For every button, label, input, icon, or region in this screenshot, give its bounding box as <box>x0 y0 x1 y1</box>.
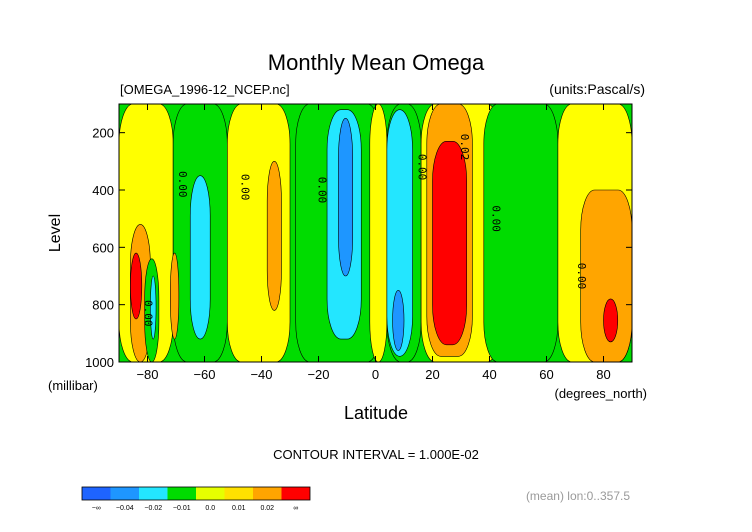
colorbar-frame <box>81 486 311 501</box>
contour-interval-text: CONTOUR INTERVAL = 1.000E-02 <box>273 447 479 462</box>
footer-text: (mean) lon:0..357.5 <box>526 489 630 503</box>
colorbar-tick-label: 0.0 <box>205 505 215 512</box>
y-axis-label: Level <box>47 214 64 252</box>
colorbar: −∞ −0.04 −0.02 −0.01 0.0 0.01 0.02 ∞ <box>81 486 311 512</box>
x-axis-label: Latitude <box>344 403 408 423</box>
file-label: [OMEGA_1996-12_NCEP.nc] <box>120 82 290 97</box>
contour-region-strong_positive <box>130 252 143 320</box>
contour-label: 0.00 <box>239 174 252 201</box>
colorbar-swatch <box>110 487 139 500</box>
contour-region-negative <box>150 275 157 340</box>
contour-label: 0.00 <box>575 263 588 290</box>
colorbar-swatch <box>281 487 310 500</box>
x-tick-label: 80 <box>596 367 610 382</box>
contour-region-positive <box>170 252 180 340</box>
x-axis-units: (degrees_north) <box>555 386 648 401</box>
y-tick-label: 600 <box>92 240 114 255</box>
colorbar-tick-label: −∞ <box>92 505 101 512</box>
contour-plot-area: 0.00 0.00 0.00 0.00 0.02 0.00 0.00 0.00 <box>118 103 633 363</box>
contour-region-negative <box>386 109 413 357</box>
colorbar-tick-label: ∞ <box>293 505 298 512</box>
x-tick-label: −40 <box>250 367 272 382</box>
chart-title: Monthly Mean Omega <box>268 50 485 75</box>
x-tick-label: 20 <box>425 367 439 382</box>
contour-region-strong_positive <box>603 298 619 343</box>
contour-region-strong_negative <box>338 118 354 277</box>
x-axis-ticks: −80 −60 −40 −20 0 20 40 60 80 <box>136 104 611 382</box>
contour-region-negative <box>189 175 211 340</box>
contour-label: 0.00 <box>142 300 155 327</box>
colorbar-swatch <box>253 487 282 500</box>
contour-label: 0.00 <box>415 154 428 181</box>
y-axis-units: (millibar) <box>48 378 98 393</box>
colorbar-swatch <box>196 487 225 500</box>
contour-label: 0.00 <box>316 177 329 204</box>
x-tick-label: −60 <box>193 367 215 382</box>
y-tick-label: 1000 <box>85 355 114 370</box>
x-tick-label: 40 <box>482 367 496 382</box>
y-tick-label: 400 <box>92 183 114 198</box>
colorbar-tick-label: 0.01 <box>232 505 246 512</box>
contour-region-near_zero <box>483 103 559 363</box>
x-tick-label: 60 <box>539 367 553 382</box>
x-tick-label: 0 <box>372 367 379 382</box>
colorbar-tick-label: −0.01 <box>173 505 191 512</box>
colorbar-tick-label: −0.02 <box>144 505 162 512</box>
contour-label: 0.02 <box>458 134 471 161</box>
colorbar-tick-label: 0.02 <box>260 505 274 512</box>
colorbar-swatch <box>224 487 253 500</box>
contour-label: 0.00 <box>176 171 189 198</box>
colorbar-swatch <box>82 487 111 500</box>
colorbar-tick-label: −0.04 <box>116 505 134 512</box>
contour-region-positive <box>266 161 282 311</box>
contour-region-strong_positive <box>432 140 468 346</box>
contour-label: 0.00 <box>489 205 502 232</box>
y-tick-label: 800 <box>92 298 114 313</box>
contour-region-weak_positive <box>369 103 388 363</box>
x-tick-label: −80 <box>136 367 158 382</box>
y-tick-label: 200 <box>92 126 114 141</box>
units-label: (units:Pascal/s) <box>549 81 645 97</box>
colorbar-swatch <box>167 487 196 500</box>
y-axis-ticks: 200 400 600 800 1000 <box>85 126 632 370</box>
colorbar-swatch <box>139 487 168 500</box>
contour-region-strong_negative <box>392 290 405 351</box>
x-tick-label: −20 <box>307 367 329 382</box>
